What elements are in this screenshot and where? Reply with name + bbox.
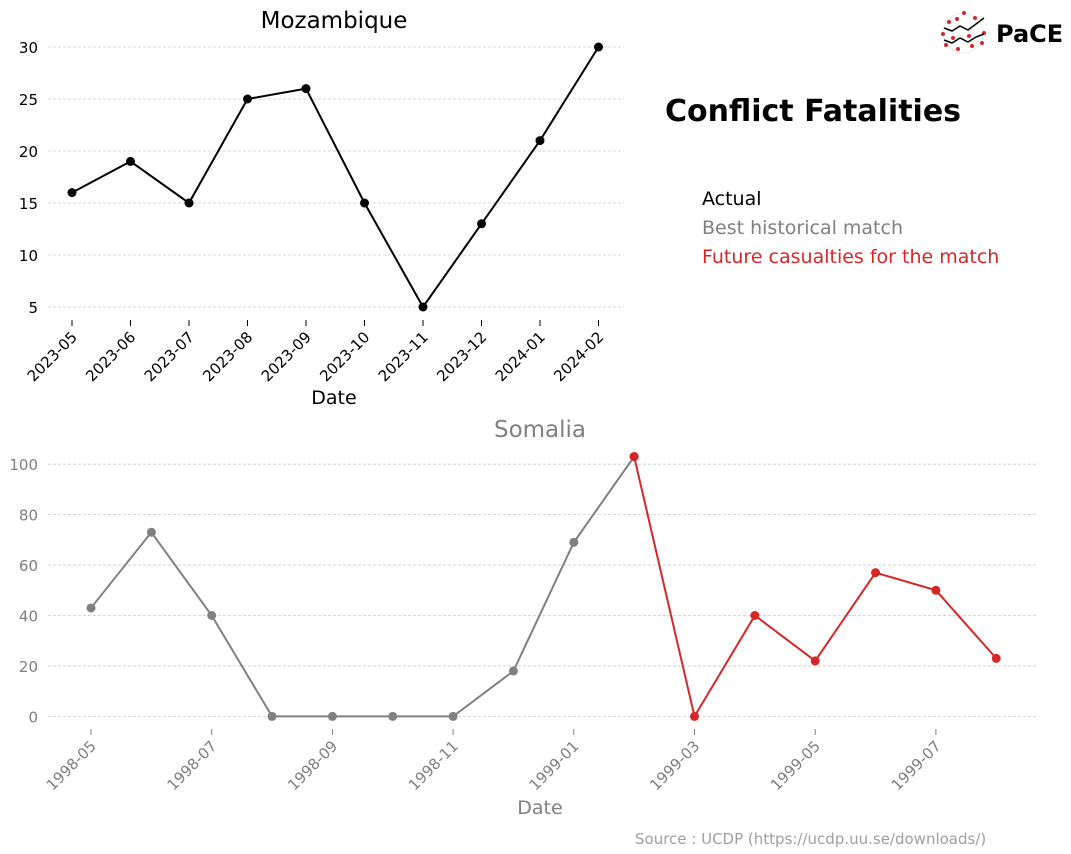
figure-title: Conflict Fatalities	[665, 94, 961, 129]
mozambique-data-point	[594, 42, 603, 52]
somalia-data-point	[508, 666, 518, 676]
mozambique-x-tick-label: 2023-12	[433, 328, 490, 385]
legend-future-casualties: Future casualties for the match	[702, 246, 999, 268]
mozambique-data-point	[301, 84, 311, 94]
somalia-x-tick-label: 1998-05	[43, 737, 100, 794]
mozambique-x-tick-label: 2023-07	[141, 328, 198, 385]
mozambique-data-point	[126, 156, 135, 166]
somalia-data-point	[388, 711, 398, 721]
mozambique-x-tick-label: 2023-10	[316, 328, 373, 385]
somalia-data-point	[569, 537, 579, 547]
somalia-x-tick-label: 1999-03	[646, 737, 703, 794]
mozambique-x-tick-label: 2024-01	[492, 328, 549, 385]
somalia-x-axis-label: Date	[517, 797, 562, 819]
somalia-x-tick-label: 1999-05	[767, 737, 824, 794]
somalia-data-point	[629, 452, 639, 462]
mozambique-data-point	[67, 188, 77, 198]
mozambique-data-point	[477, 219, 486, 229]
mozambique-data-point	[360, 198, 369, 208]
mozambique-y-tick-label: 15	[19, 195, 38, 213]
somalia-data-point	[931, 585, 941, 595]
somalia-x-tick-label: 1999-01	[526, 737, 583, 794]
somalia-data-point	[86, 603, 96, 613]
legend-best-match: Best historical match	[702, 217, 903, 239]
somalia-y-tick-label: 0	[28, 708, 38, 726]
somalia-chart: Somalia 0 20 40 60 80 100 1998-05 1998-07 1998-…	[9, 417, 1036, 819]
somalia-data-point	[871, 568, 881, 578]
somalia-data-point	[267, 711, 277, 721]
somalia-y-tick-label: 40	[19, 608, 38, 626]
mozambique-data-point	[535, 136, 545, 146]
somalia-y-tick-label: 80	[19, 507, 38, 525]
somalia-data-point	[448, 711, 458, 721]
somalia-y-tick-label: 20	[19, 658, 38, 676]
somalia-y-tick-label: 60	[19, 557, 38, 575]
mozambique-chart-title: Mozambique	[261, 8, 408, 34]
mozambique-x-axis-label: Date	[311, 387, 356, 409]
somalia-x-tick-label: 1998-11	[405, 737, 462, 794]
mozambique-x-tick-label: 2023-05	[24, 328, 81, 385]
somalia-series-line	[633, 456, 997, 720]
somalia-data-point	[690, 711, 699, 721]
mozambique-series-line	[71, 46, 600, 309]
source-note: Source : UCDP (https://ucdp.uu.se/downlo…	[635, 830, 986, 848]
mozambique-x-tick-label: 2023-09	[258, 328, 315, 385]
somalia-series-line	[90, 456, 635, 718]
mozambique-data-point	[418, 302, 428, 312]
mozambique-data-point	[184, 198, 194, 208]
legend-actual: Actual	[702, 188, 762, 210]
somalia-y-tick-label: 100	[9, 456, 38, 474]
somalia-chart-title: Somalia	[494, 417, 586, 443]
mozambique-y-tick-label: 30	[19, 39, 38, 57]
mozambique-x-tick-label: 2024-02	[550, 328, 607, 385]
mozambique-x-tick-label: 2023-08	[199, 328, 256, 385]
somalia-x-tick-label: 1998-07	[163, 737, 220, 794]
mozambique-x-tick-label: 2023-06	[82, 328, 139, 385]
mozambique-x-tick-label: 2023-11	[375, 328, 432, 385]
somalia-data-point	[146, 527, 156, 537]
mozambique-y-tick-label: 20	[19, 143, 38, 161]
pace-logo-text: PaCE	[996, 20, 1063, 48]
somalia-data-point	[750, 611, 760, 621]
mozambique-y-tick-label: 5	[28, 299, 38, 317]
somalia-x-tick-label: 1998-09	[284, 737, 341, 794]
mozambique-y-tick-label: 25	[19, 91, 38, 109]
somalia-data-point	[327, 711, 337, 721]
somalia-x-tick-label: 1999-07	[888, 737, 945, 794]
pace-logo-icon	[941, 11, 986, 54]
pace-logo: PaCE	[941, 11, 1063, 54]
somalia-data-point	[207, 611, 217, 621]
mozambique-data-point	[243, 94, 252, 104]
somalia-data-point	[991, 653, 1001, 663]
somalia-data-point	[810, 656, 820, 666]
mozambique-y-tick-label: 10	[19, 247, 38, 265]
